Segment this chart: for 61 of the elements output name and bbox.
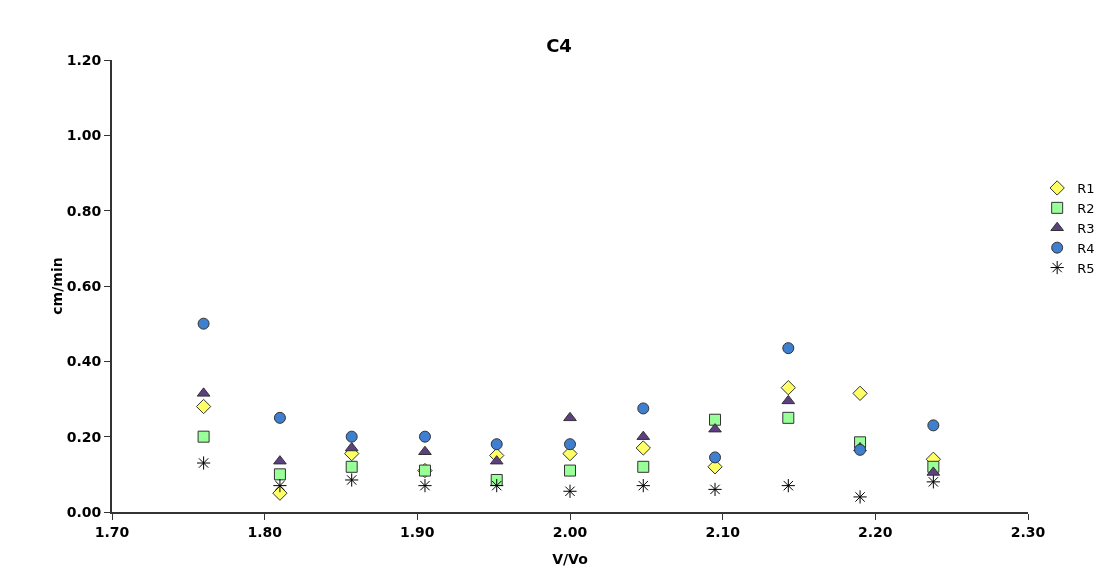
point	[273, 411, 286, 424]
point	[852, 385, 868, 401]
point	[272, 478, 288, 493]
x-tick-label: 2.20	[858, 523, 893, 540]
point	[273, 455, 287, 465]
point	[708, 423, 722, 433]
point	[489, 478, 504, 493]
legend-label: R2	[1077, 200, 1095, 216]
point	[418, 430, 431, 443]
point	[564, 464, 576, 477]
point	[345, 460, 358, 473]
point	[345, 430, 358, 443]
point	[709, 451, 722, 464]
point	[781, 478, 796, 493]
point	[418, 445, 432, 455]
y-tick-label: 0.20	[66, 428, 102, 445]
point	[781, 394, 796, 405]
legend-label: R1	[1077, 181, 1095, 197]
point	[709, 413, 722, 426]
point	[636, 478, 651, 493]
x-tick-label: 2.00	[552, 523, 588, 540]
legend-label: R4	[1077, 240, 1095, 256]
point	[197, 430, 210, 443]
y-tick-label: 0.00	[66, 503, 102, 520]
point	[490, 438, 503, 451]
point	[926, 474, 941, 489]
y-tick-label: 0.60	[66, 277, 102, 294]
x-tick-label: 1.70	[94, 523, 130, 540]
point	[927, 419, 940, 432]
point	[637, 460, 650, 473]
point	[197, 317, 210, 330]
y-tick-label: 0.80	[66, 202, 102, 219]
point	[782, 411, 795, 424]
point	[196, 455, 211, 471]
legend-label: R5	[1077, 260, 1095, 276]
x-tick-label: 1.80	[247, 523, 283, 540]
point	[854, 443, 867, 456]
point	[344, 472, 359, 488]
point	[780, 380, 796, 396]
legend-label: R3	[1077, 220, 1095, 236]
point	[564, 438, 576, 451]
x-tick-label: 2.10	[705, 523, 741, 540]
point	[852, 489, 868, 505]
point	[782, 342, 795, 355]
x-tick-label: 1.90	[400, 523, 435, 540]
point	[344, 441, 359, 452]
x-tick-label: 2.30	[1010, 523, 1046, 540]
y-tick-label: 1.20	[66, 51, 102, 68]
point	[635, 440, 651, 456]
y-tick-label: 0.40	[66, 353, 102, 370]
point	[563, 411, 577, 422]
point	[417, 478, 433, 493]
y-tick-label: 1.00	[66, 127, 102, 144]
point	[273, 468, 286, 481]
y-axis-title: cm/min	[48, 257, 65, 315]
point	[195, 398, 212, 415]
point	[562, 484, 578, 499]
point	[707, 482, 723, 497]
point	[637, 402, 650, 415]
chart-title: C4	[546, 35, 572, 57]
x-axis-title: V/Vo	[552, 551, 589, 567]
